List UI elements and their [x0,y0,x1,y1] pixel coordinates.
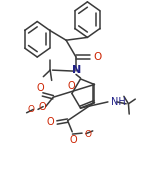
Text: O: O [69,135,77,145]
Text: O: O [38,102,46,112]
Text: O: O [67,81,75,91]
Text: O: O [84,130,91,139]
Text: N: N [72,65,81,76]
Text: NH: NH [111,97,126,107]
Text: O: O [27,105,34,114]
Text: O: O [46,117,54,127]
Text: O: O [36,83,44,93]
Text: O: O [94,52,102,62]
